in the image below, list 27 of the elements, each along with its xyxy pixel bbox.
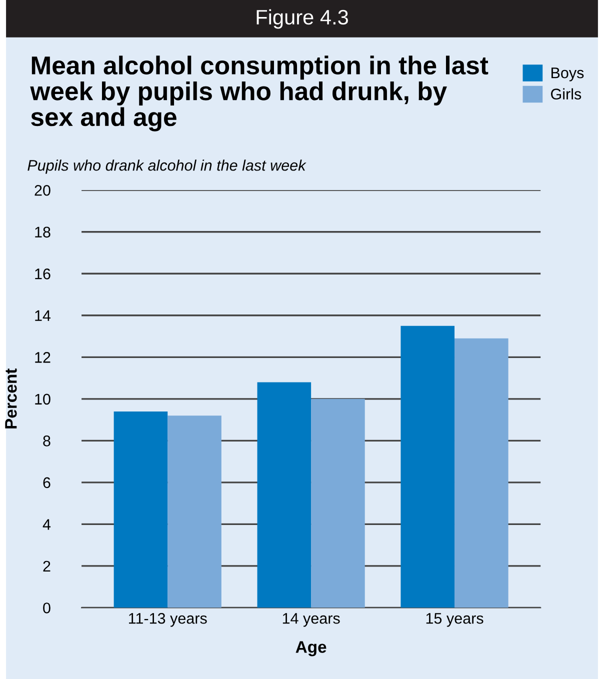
bar	[311, 398, 365, 608]
bar	[114, 411, 168, 608]
bar	[168, 416, 222, 608]
chart-title: Mean alcohol consumption in the last week by pupils who had drunk, by sex and age	[30, 56, 488, 132]
x-tick-label: 14 years	[282, 613, 340, 627]
y-tick-label: 4	[42, 519, 51, 530]
y-tick-label: 20	[34, 184, 50, 196]
caption: Figure 4.3	[256, 9, 348, 29]
x-axis-title: Age	[296, 641, 326, 656]
bar	[454, 338, 508, 608]
y-tick-label: 10	[35, 394, 50, 405]
bar	[400, 326, 455, 608]
y-tick-label: 12	[35, 352, 50, 363]
y-tick-label: 2	[43, 560, 50, 572]
y-axis-title: Percent	[5, 368, 17, 428]
legend-label: Girls	[551, 88, 582, 100]
chart-subtitle: Pupils who drank alcohol in the last week	[28, 160, 306, 174]
y-tick-label: 8	[43, 436, 50, 446]
y-tick-label: 14	[35, 310, 51, 321]
x-tick-label: 15 years	[426, 613, 484, 627]
legend-label: Boys	[552, 68, 584, 82]
y-tick-label: 16	[35, 268, 50, 280]
x-tick-label: 11-13 years	[129, 612, 207, 627]
y-tick-label: 6	[43, 477, 50, 488]
y-tick-label: 0	[43, 602, 50, 614]
y-tick-label: 18	[35, 226, 50, 238]
bar	[257, 382, 312, 608]
